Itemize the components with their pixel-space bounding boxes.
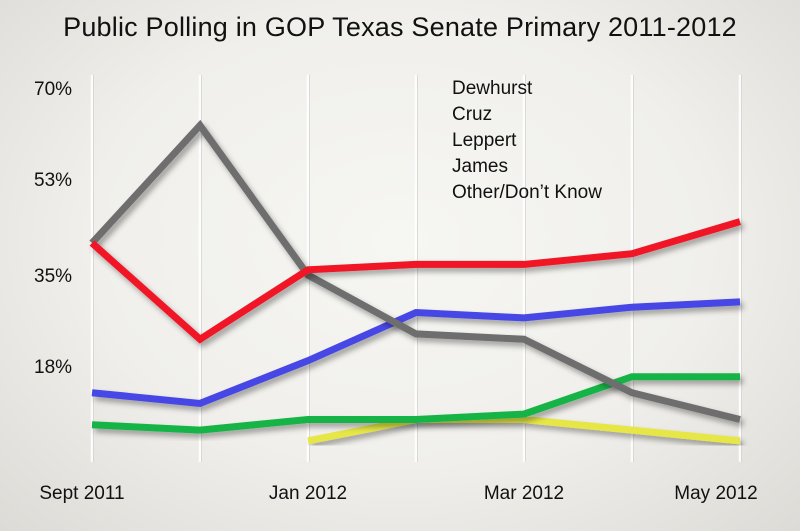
legend-label: Cruz	[452, 104, 492, 125]
y-tick-label: 70%	[34, 79, 72, 100]
y-tick-label: 35%	[34, 266, 72, 287]
series-line-leppert	[91, 373, 740, 434]
x-tick-label: Mar 2012	[484, 483, 564, 504]
legend-label: Other/Don’t Know	[452, 182, 602, 203]
y-tick-label: 53%	[34, 170, 72, 191]
x-tick-label: Jan 2012	[269, 483, 347, 504]
x-tick-label: May 2012	[674, 483, 757, 504]
legend-label: Dewhurst	[452, 78, 533, 99]
series-line-dewhurst	[89, 218, 741, 344]
series-line-james	[307, 415, 741, 445]
legend-label: James	[452, 156, 508, 177]
x-tick-label: Sept 2011	[39, 483, 124, 504]
chart-title: Public Polling in GOP Texas Senate Prima…	[63, 12, 737, 42]
legend-label: Leppert	[452, 130, 517, 151]
series-line-other-don-t-know	[89, 119, 741, 423]
series-line-cruz	[91, 298, 741, 407]
y-tick-label: 18%	[34, 357, 72, 378]
